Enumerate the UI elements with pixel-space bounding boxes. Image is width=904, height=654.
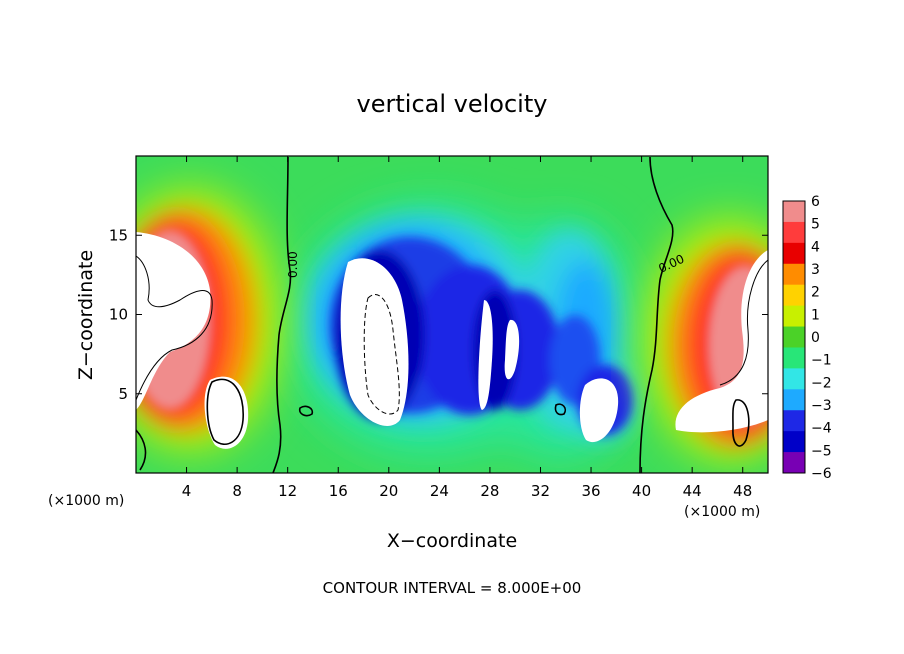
x-tick-label: 4 bbox=[182, 482, 192, 500]
colorbar-swatch bbox=[783, 431, 805, 453]
colorbar-swatch bbox=[783, 305, 805, 328]
colorbar-tick-label: 4 bbox=[811, 239, 820, 255]
y-tick-label: 5 bbox=[118, 385, 128, 403]
colorbar-tick-label: −2 bbox=[811, 375, 832, 391]
y-axis-label: Z−coordinate bbox=[75, 250, 97, 380]
colorbar-swatch bbox=[783, 284, 805, 307]
colorbar-tick-label: 0 bbox=[811, 330, 820, 346]
x-tick-label: 32 bbox=[531, 482, 550, 500]
y-tick-label: 15 bbox=[109, 226, 128, 244]
x-tick-label: 36 bbox=[581, 482, 600, 500]
x-tick-label: 28 bbox=[480, 482, 499, 500]
colorbar-tick-label: −3 bbox=[811, 398, 832, 414]
chart-title: vertical velocity bbox=[357, 90, 548, 118]
y-tick-label: 10 bbox=[109, 306, 128, 324]
x-tick-label: 16 bbox=[329, 482, 348, 500]
colorbar-frame bbox=[782, 200, 806, 474]
x-unit-right: (×1000 m) bbox=[684, 504, 760, 520]
x-tick-label: 8 bbox=[232, 482, 242, 500]
colorbar-tick-label: 6 bbox=[811, 194, 820, 210]
colorbar-swatch bbox=[783, 221, 805, 244]
colorbar: 6 5 4 3 2 1 0 −1 −2 −3 −4 −5 −6 bbox=[782, 194, 832, 482]
colorbar-swatch bbox=[783, 201, 805, 223]
x-axis-ticks: 4 8 12 16 20 24 28 32 36 40 44 48 bbox=[182, 156, 752, 500]
colorbar-swatch bbox=[783, 410, 805, 432]
colorbar-swatch bbox=[783, 452, 805, 474]
colorbar-swatch bbox=[783, 368, 805, 390]
colorbar-tick-label: −5 bbox=[811, 443, 832, 459]
x-axis-label: X−coordinate bbox=[387, 530, 517, 552]
colorbar-tick-label: −1 bbox=[811, 353, 832, 369]
y-axis-ticks: 5 10 15 bbox=[109, 226, 768, 403]
contour-label-left: 0.00 bbox=[286, 251, 300, 278]
colorbar-swatch bbox=[783, 326, 805, 348]
contour-lines bbox=[136, 156, 768, 473]
x-tick-label: 20 bbox=[379, 482, 398, 500]
colorbar-swatch bbox=[783, 389, 805, 411]
colorbar-tick-label: 5 bbox=[811, 217, 820, 233]
x-tick-label: 48 bbox=[733, 482, 752, 500]
contour-interval-footer: CONTOUR INTERVAL = 8.000E+00 bbox=[323, 579, 582, 597]
colorbar-tick-label: −6 bbox=[811, 466, 832, 482]
colorbar-swatch bbox=[783, 347, 805, 369]
colorbar-swatch bbox=[783, 242, 805, 265]
x-tick-label: 12 bbox=[278, 482, 297, 500]
plot-field: 0.00 0.00 bbox=[136, 156, 768, 473]
x-tick-label: 40 bbox=[632, 482, 651, 500]
colorbar-tick-label: 1 bbox=[811, 307, 820, 323]
x-unit-left: (×1000 m) bbox=[48, 493, 124, 509]
colorbar-tick-label: −4 bbox=[811, 421, 832, 437]
x-tick-label: 24 bbox=[430, 482, 449, 500]
colorbar-tick-label: 2 bbox=[811, 285, 820, 301]
colorbar-tick-label: 3 bbox=[811, 262, 820, 278]
x-tick-label: 44 bbox=[683, 482, 702, 500]
colorbar-swatch bbox=[783, 263, 805, 286]
